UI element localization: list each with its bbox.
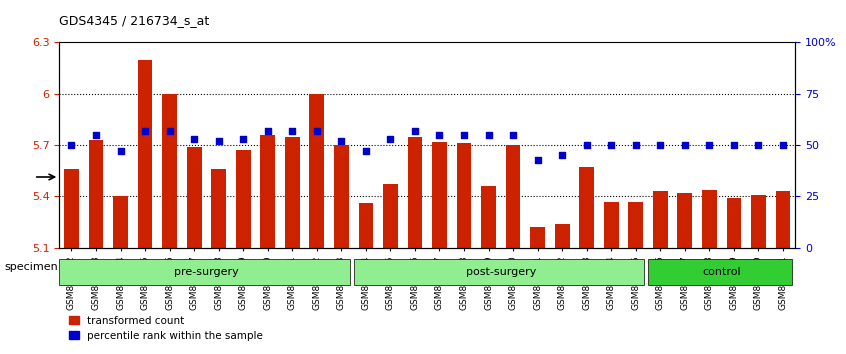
FancyBboxPatch shape	[354, 259, 645, 285]
Point	[604, 142, 618, 148]
Bar	[64, 169, 79, 248]
Text: pre-surgery: pre-surgery	[174, 267, 239, 277]
Point	[138, 128, 151, 133]
Point	[481, 132, 495, 138]
Bar	[776, 191, 790, 248]
Bar	[285, 137, 299, 248]
Point	[678, 142, 691, 148]
Bar	[506, 145, 520, 248]
Bar	[138, 59, 152, 248]
Text: post-surgery: post-surgery	[465, 267, 536, 277]
Point	[113, 148, 127, 154]
Point	[530, 157, 544, 162]
Bar	[678, 193, 692, 248]
Point	[653, 142, 667, 148]
Bar	[359, 203, 373, 248]
Bar	[212, 169, 226, 248]
Point	[727, 142, 740, 148]
Bar	[530, 227, 545, 248]
Point	[236, 136, 250, 142]
Bar	[629, 201, 643, 248]
Bar	[481, 186, 496, 248]
Point	[64, 142, 78, 148]
Bar	[334, 145, 349, 248]
Point	[751, 142, 765, 148]
Bar	[408, 137, 422, 248]
Bar	[89, 140, 103, 248]
Point	[162, 128, 176, 133]
Point	[310, 128, 323, 133]
Text: GDS4345 / 216734_s_at: GDS4345 / 216734_s_at	[59, 14, 210, 27]
Point	[457, 132, 470, 138]
Bar	[555, 224, 569, 248]
Point	[506, 132, 519, 138]
Bar	[580, 167, 594, 248]
Bar	[727, 198, 741, 248]
Point	[432, 132, 446, 138]
Point	[776, 142, 789, 148]
Bar	[432, 142, 447, 248]
Point	[187, 136, 201, 142]
Point	[555, 153, 569, 158]
Bar	[751, 195, 766, 248]
Bar	[310, 94, 324, 248]
Bar	[162, 94, 177, 248]
Bar	[236, 150, 250, 248]
Bar	[604, 201, 618, 248]
Bar	[261, 135, 275, 248]
Point	[334, 138, 348, 144]
Legend: transformed count, percentile rank within the sample: transformed count, percentile rank withi…	[64, 312, 267, 345]
Bar	[702, 190, 717, 248]
Point	[702, 142, 716, 148]
Point	[212, 138, 225, 144]
Point	[408, 128, 421, 133]
Text: specimen: specimen	[4, 262, 58, 272]
Point	[261, 128, 274, 133]
Point	[383, 136, 397, 142]
Point	[359, 148, 372, 154]
Point	[89, 132, 102, 138]
Bar	[113, 196, 128, 248]
Bar	[457, 143, 471, 248]
Bar	[187, 147, 201, 248]
Bar	[653, 191, 667, 248]
FancyBboxPatch shape	[648, 259, 792, 285]
Point	[629, 142, 642, 148]
Text: control: control	[702, 267, 741, 277]
Point	[285, 128, 299, 133]
FancyBboxPatch shape	[59, 259, 350, 285]
Bar	[383, 184, 398, 248]
Point	[580, 142, 593, 148]
